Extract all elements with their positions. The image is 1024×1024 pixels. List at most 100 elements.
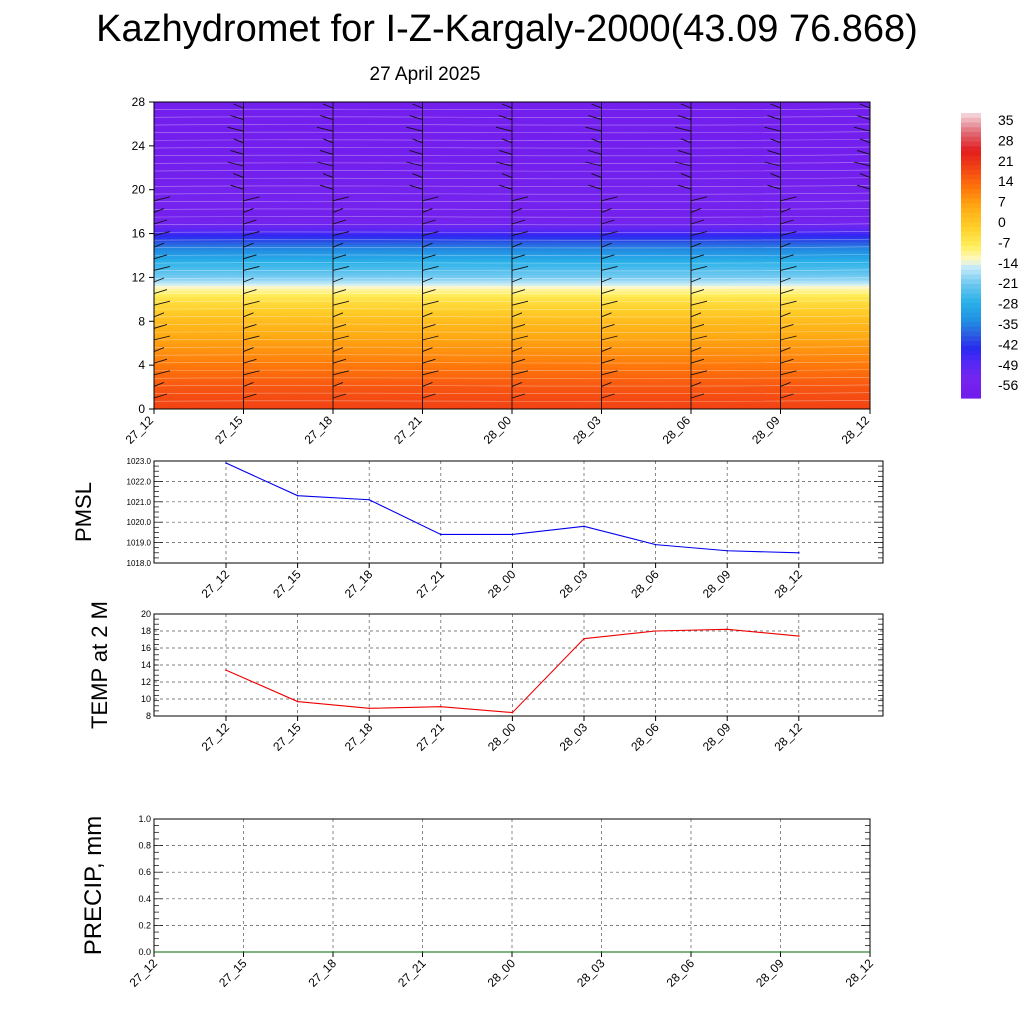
contour-lines: [154, 108, 870, 402]
wind-barb: [316, 161, 334, 167]
wind-barb: [690, 370, 708, 376]
contour-line: [154, 154, 870, 157]
contour-line: [154, 269, 870, 272]
wind-barb: [780, 231, 797, 237]
wind-barb: [332, 265, 350, 271]
wind-barb: [677, 115, 692, 121]
colorbar-cell: [961, 379, 981, 385]
wind-barb: [154, 207, 165, 213]
colorbar-cell: [961, 388, 981, 394]
wind-barb: [674, 161, 692, 167]
wind-barb: [511, 381, 523, 387]
wind-barb: [332, 393, 347, 399]
x-tick-label: 27_18: [306, 956, 340, 990]
grid-lines: [154, 614, 883, 716]
plot-frame: [153, 460, 884, 564]
wind-barb: [511, 196, 529, 202]
wind-barb: [422, 300, 439, 306]
wind-barb: [690, 242, 702, 248]
wind-barb: [780, 393, 794, 399]
wind-barb: [154, 165, 155, 166]
colorbar-cell: [961, 217, 981, 223]
wind-barb: [422, 370, 439, 376]
x-tick-label: 27_15: [216, 956, 250, 990]
wind-barb: [764, 126, 781, 132]
wind-barb: [680, 138, 692, 144]
wind-barb: [322, 173, 334, 179]
wind-barb: [319, 184, 334, 190]
colorbar-cell: [961, 136, 981, 143]
wind-barb: [869, 327, 870, 329]
contour-line: [154, 215, 870, 218]
wind-barb: [690, 277, 702, 283]
wind-barb: [780, 312, 791, 318]
wind-barb: [690, 347, 702, 353]
contour-line: [154, 108, 870, 111]
wind-barb: [243, 323, 257, 329]
contour-line: [154, 200, 870, 203]
colorbar-cell: [961, 117, 981, 124]
wind-barb: [601, 254, 615, 260]
colorbar-cell: [961, 269, 981, 276]
wind-barb: [780, 207, 791, 213]
wind-barb: [511, 207, 523, 213]
colorbar: 35 28 21 14 7 0 -7 -14 -21 -28 -35 -42 -49 -56: [961, 112, 1018, 399]
wind-barb: [501, 138, 513, 144]
colorbar-cell: [961, 122, 981, 128]
y-tick-label: 1020.0: [127, 518, 152, 527]
grid-lines: [154, 819, 870, 952]
contour-line: [154, 369, 870, 372]
colorbar-cell: [961, 246, 981, 252]
wind-barb: [680, 173, 692, 179]
colorbar-label: 21: [998, 153, 1014, 169]
wind-barb: [869, 200, 870, 201]
colorbar-cell: [961, 255, 981, 261]
wind-barb: [422, 323, 436, 329]
wind-barb: [154, 347, 165, 353]
contour-line: [154, 131, 870, 134]
wind-barb: [511, 358, 526, 364]
y-tick-label: 1018.0: [127, 559, 152, 568]
colorbar-cell: [961, 350, 981, 356]
wind-barb: [859, 138, 870, 144]
wind-barb: [588, 115, 602, 121]
contour-line: [154, 392, 870, 395]
wind-barb: [332, 323, 347, 329]
wind-barb: [322, 103, 334, 109]
wind-barb: [601, 277, 612, 283]
wind-barb: [422, 393, 436, 399]
y-tick-label: 20: [141, 609, 151, 619]
wind-barb: [332, 289, 347, 295]
colorbar-label: -14: [998, 255, 1018, 271]
wind-barb: [243, 219, 257, 225]
wind-barb: [501, 173, 513, 179]
wind-barb: [780, 254, 794, 260]
data-point: [296, 700, 299, 703]
colorbar-cell: [961, 383, 981, 390]
wind-barb: [154, 196, 171, 202]
wind-barb: [243, 265, 260, 271]
wind-barb: [154, 242, 165, 248]
wind-barb: [767, 149, 781, 155]
colorbar-cell: [961, 227, 981, 233]
colorbar-cell: [961, 374, 981, 380]
colorbar-cell: [961, 208, 981, 214]
wind-barb: [780, 323, 794, 329]
x-tick-label: 28_09: [700, 720, 734, 754]
colorbar-cell: [961, 260, 981, 266]
contour-line: [154, 315, 870, 318]
x-tick-label: 28_12: [843, 956, 877, 990]
data-point: [421, 951, 424, 953]
data-point: [600, 951, 603, 953]
y-tick-label: 0: [138, 402, 145, 416]
wind-barb: [332, 312, 344, 318]
wind-barb: [412, 103, 423, 109]
wind-barb: [869, 362, 870, 364]
colorbar-cell: [961, 179, 981, 185]
colorbar-cell: [961, 198, 981, 204]
colorbar-cell: [961, 236, 981, 242]
wind-barb: [585, 161, 602, 167]
data-point: [153, 951, 155, 953]
data-point: [798, 635, 800, 637]
